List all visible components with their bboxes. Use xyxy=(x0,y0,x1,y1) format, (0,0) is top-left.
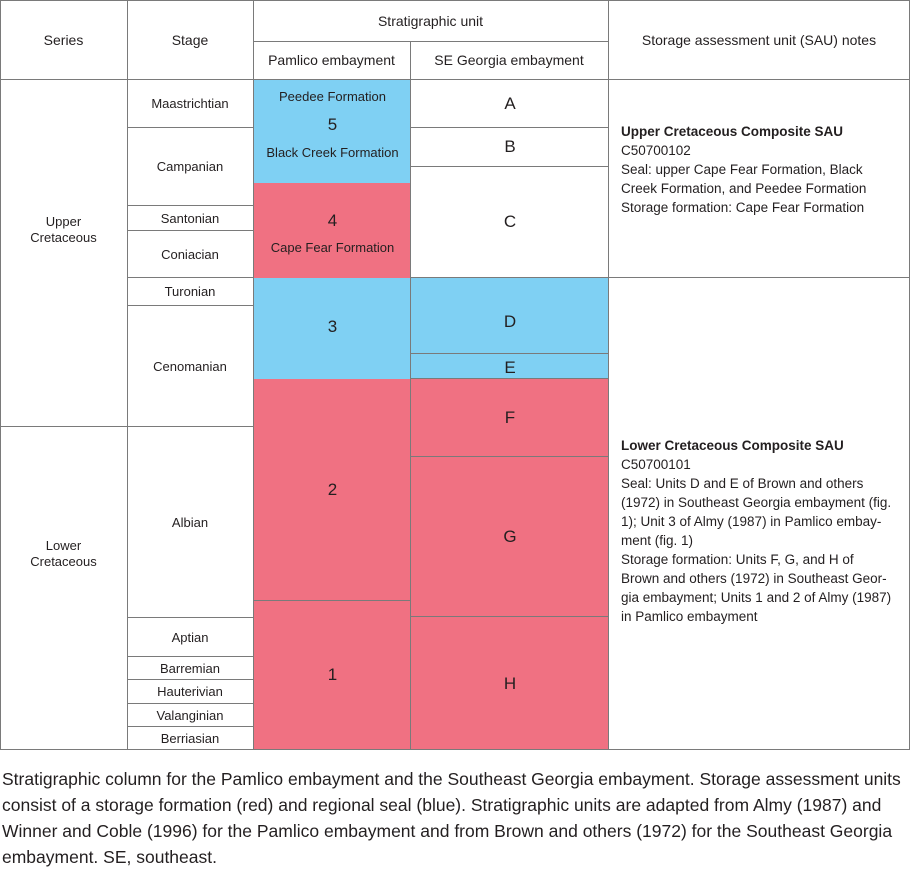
header-bottom-line xyxy=(0,79,910,80)
header-series: Series xyxy=(43,31,84,48)
stage-albian: Albian xyxy=(171,514,209,530)
stage-divider xyxy=(127,205,254,206)
lower-sau-line: C50700101 xyxy=(621,457,691,472)
series-label-line: Cretaceous xyxy=(30,230,97,245)
lower-sau-line: in Pamlico embayment xyxy=(621,609,758,624)
series-divider xyxy=(0,426,128,427)
georgia-divider xyxy=(410,127,609,128)
stage-cenomanian: Cenomanian xyxy=(153,358,227,374)
stage-turonian: Turonian xyxy=(164,284,216,299)
lower-sau-line: ment (fig. 1) xyxy=(621,533,694,548)
stage-divider xyxy=(127,127,254,128)
lower-sau-line: gia embayment; Units 1 and 2 of Almy (19… xyxy=(621,590,892,605)
header-pamlico: Pamlico embayment xyxy=(268,52,395,68)
header-stratigraphic-unit: Stratigraphic unit xyxy=(377,12,484,29)
georgia-unit-b-label: B xyxy=(504,137,516,156)
divider-series-stage xyxy=(127,0,128,750)
pamlico-unit-3-label: 3 xyxy=(327,317,338,336)
series-lower-cretaceous: Lower Cretaceous xyxy=(0,427,127,680)
stage-valanginian: Valanginian xyxy=(156,707,224,723)
pamlico-unit-5-label: 5 xyxy=(327,115,338,134)
lower-sau-line: Brown and others (1972) in Southeast Geo… xyxy=(621,571,887,586)
stage-divider xyxy=(127,703,254,704)
georgia-divider xyxy=(410,353,609,354)
stage-maastrichtian: Maastrichtian xyxy=(151,96,229,111)
pamlico-unit-1-label: 1 xyxy=(327,665,338,684)
stage-santonian: Santonian xyxy=(160,210,220,226)
lower-sau-line: Seal: Units D and E of Brown and others xyxy=(621,476,864,491)
stage-divider xyxy=(127,617,254,618)
upper-sau-line: Storage formation: Cape Fear Formation xyxy=(621,200,865,215)
border-bottom xyxy=(0,749,910,750)
upper-sau-line: C50700102 xyxy=(621,143,691,158)
georgia-unit-f-label: F xyxy=(504,407,516,427)
georgia-unit-d-label: D xyxy=(503,311,517,331)
stage-aptian: Aptian xyxy=(171,629,209,645)
georgia-unit-g-label: G xyxy=(503,526,517,546)
upper-sau-line: Creek Formation, and Peedee Formation xyxy=(621,181,867,196)
border-top xyxy=(0,0,910,1)
series-upper-cretaceous: Upper Cretaceous xyxy=(0,80,127,380)
stage-barremian: Barremian xyxy=(160,660,220,676)
georgia-divider xyxy=(410,616,609,617)
series-label-line: Upper xyxy=(45,214,82,229)
pamlico-unit-2-1-block xyxy=(254,379,411,750)
upper-sau-title: Upper Cretaceous Composite SAU xyxy=(621,124,844,139)
upper-sau-note: Upper Cretaceous Composite SAU C50700102… xyxy=(621,122,866,217)
stage-hauterivian: Hauterivian xyxy=(157,684,223,699)
stage-divider xyxy=(127,305,254,306)
figure-caption: Stratigraphic column for the Pamlico emb… xyxy=(2,769,901,867)
lower-sau-title: Lower Cretaceous Composite SAU xyxy=(621,438,844,453)
georgia-unit-e-label: E xyxy=(504,358,516,377)
pamlico-unit-4-block xyxy=(254,183,411,278)
georgia-unit-c-label: C xyxy=(503,212,517,231)
stage-divider xyxy=(127,679,254,680)
pamlico-unit-3-block xyxy=(254,278,411,379)
stage-coniacian: Coniacian xyxy=(161,246,219,262)
stage-divider xyxy=(127,426,254,427)
border-left xyxy=(0,0,1,750)
pamlico-unit-4-label: 4 xyxy=(327,211,338,230)
notes-divider xyxy=(608,277,910,278)
stage-divider xyxy=(127,230,254,231)
header-sub-line xyxy=(253,41,609,42)
georgia-unit-fgh-block xyxy=(411,379,609,750)
georgia-divider xyxy=(410,456,609,457)
stage-divider xyxy=(127,726,254,727)
stage-divider xyxy=(127,277,254,278)
georgia-unit-de-block xyxy=(411,278,609,379)
header-se-georgia: SE Georgia embayment xyxy=(434,52,584,68)
divider-unit-notes xyxy=(608,0,609,750)
cape-fear-formation-label: Cape Fear Formation xyxy=(270,239,395,255)
pamlico-divider xyxy=(253,600,411,601)
georgia-divider xyxy=(410,378,609,379)
pamlico-unit-2-label: 2 xyxy=(327,480,338,499)
upper-sau-line: Seal: upper Cape Fear Formation, Black xyxy=(621,162,863,177)
stage-berriasian: Berriasian xyxy=(160,730,220,746)
header-stage: Stage xyxy=(171,31,209,48)
black-creek-formation-label: Black Creek Formation xyxy=(266,144,399,160)
lower-sau-line: Storage formation: Units F, G, and H of xyxy=(621,552,854,567)
series-label-line: Cretaceous xyxy=(30,553,97,569)
georgia-divider xyxy=(410,166,609,167)
divider-stage-unit xyxy=(253,0,254,750)
series-label-line: Lower xyxy=(45,537,82,553)
georgia-divider xyxy=(410,277,609,278)
georgia-unit-a-label: A xyxy=(504,93,516,113)
header-sau-notes: Storage assessment unit (SAU) notes xyxy=(641,31,877,48)
stratigraphic-column: Series Stage Stratigraphic unit Pamlico … xyxy=(0,0,910,750)
lower-sau-line: (1972) in Southeast Georgia embayment (f… xyxy=(621,495,892,510)
pamlico-unit-5-block xyxy=(254,80,411,183)
peedee-formation-label: Peedee Formation xyxy=(279,88,386,104)
lower-sau-line: 1); Unit 3 of Almy (1987) in Pamlico emb… xyxy=(621,514,882,529)
stage-divider xyxy=(127,656,254,657)
georgia-unit-h-label: H xyxy=(503,673,517,693)
stage-campanian: Campanian xyxy=(156,159,224,174)
lower-sau-note: Lower Cretaceous Composite SAU C50700101… xyxy=(621,436,891,626)
divider-pamlico-georgia xyxy=(410,41,411,750)
